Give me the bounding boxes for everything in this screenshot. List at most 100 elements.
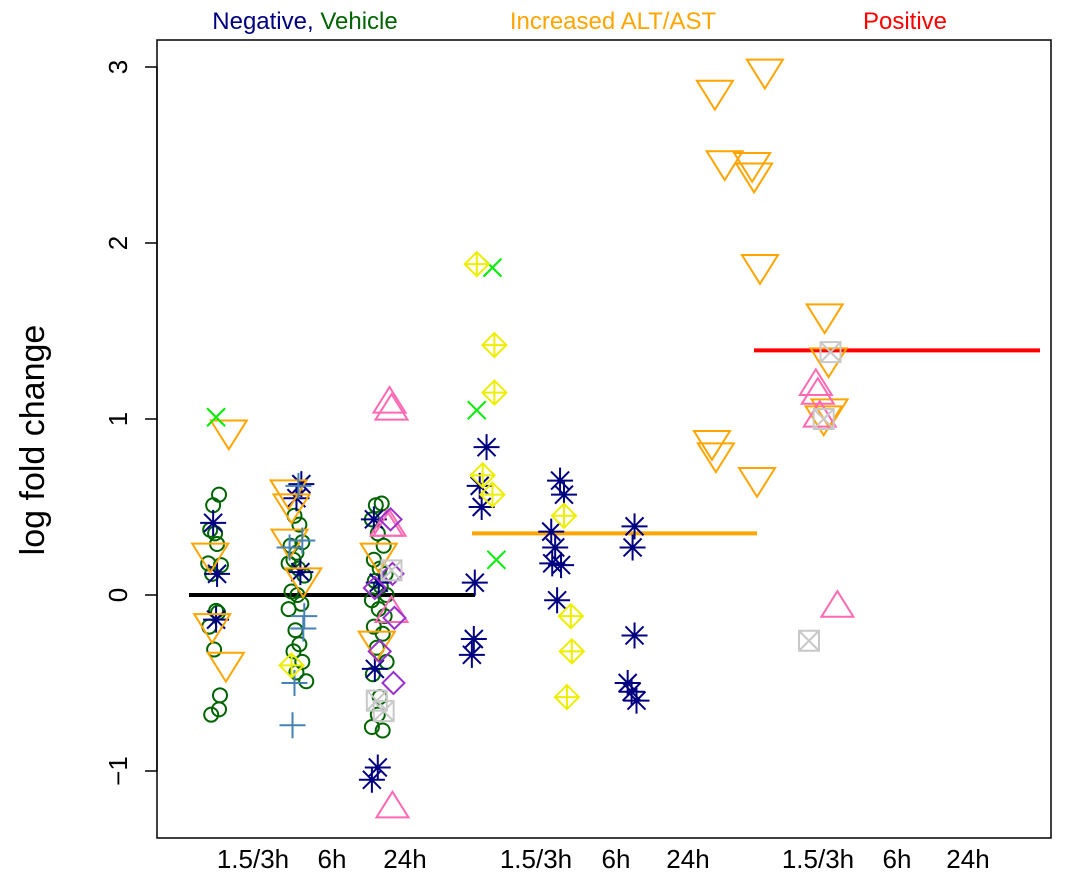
y-tick-label: 3: [103, 60, 133, 74]
point-asterisk: [461, 569, 488, 596]
point-plus: [276, 534, 303, 561]
point-circle: [293, 595, 310, 612]
point-plus: [289, 527, 316, 554]
point-triangle-up: [798, 367, 834, 396]
data-points: [190, 58, 856, 819]
point-plus: [279, 712, 306, 739]
point-diamond-plus: [550, 502, 578, 530]
point-circle: [285, 643, 302, 660]
point-diamond: [378, 506, 403, 532]
point-asterisk: [473, 434, 500, 461]
x-tick-label: 24h: [946, 844, 989, 874]
point-asterisk: [468, 494, 495, 520]
point-triangle-down: [269, 528, 310, 561]
point-triangle-down: [737, 467, 777, 499]
point-diamond: [380, 561, 405, 587]
point-square-x: [372, 700, 395, 723]
point-circle: [298, 673, 315, 690]
point-diamond: [382, 605, 407, 631]
group-title: Negative, Vehicle: [212, 8, 397, 35]
point-triangle-down: [745, 58, 785, 91]
point-circle: [207, 525, 224, 542]
group-title-part: Positive: [863, 8, 947, 35]
point-plus: [285, 472, 312, 499]
point-diamond: [362, 575, 388, 601]
plot-frame: [156, 39, 1052, 839]
point-diamond-plus: [480, 331, 508, 359]
group-title-part: Increased ALT/AST: [510, 8, 717, 35]
point-asterisk: [618, 678, 645, 705]
point-triangle-up: [371, 385, 408, 414]
point-asterisk: [360, 506, 387, 533]
point-triangle-down: [740, 254, 780, 286]
point-asterisk: [547, 467, 574, 494]
point-asterisk: [358, 766, 385, 793]
point-asterisk: [466, 472, 493, 499]
point-diamond-plus: [463, 250, 491, 278]
point-triangle-down: [732, 151, 772, 184]
y-tick-label: 2: [103, 236, 133, 250]
point-asterisk: [203, 606, 230, 633]
point-cross: [467, 400, 487, 420]
y-axis: −1 0 1 2 3: [103, 60, 158, 786]
x-tick-label: 1.5/3h: [217, 844, 289, 874]
point-triangle-down: [192, 613, 232, 645]
point-circle: [211, 701, 228, 718]
point-asterisk: [623, 687, 650, 714]
group-title-part: Vehicle: [314, 8, 398, 35]
point-triangle-down: [283, 567, 324, 600]
group-title-part: Negative,: [212, 8, 313, 35]
x-tick-label: 6h: [883, 844, 912, 874]
point-asterisk: [365, 569, 392, 596]
point-triangle-down: [704, 150, 745, 182]
point-asterisk: [364, 754, 391, 781]
point-triangle-down: [206, 651, 246, 684]
x-axis: 1.5/3h 6h 24h 1.5/3h 6h 24h 1.5/3h 6h 24h: [217, 844, 990, 874]
point-square-x: [797, 629, 820, 652]
group-title: Positive: [863, 8, 947, 35]
point-triangle-down: [209, 419, 249, 452]
point-triangle-down: [809, 398, 850, 431]
point-circle: [206, 641, 223, 658]
point-diamond: [367, 638, 393, 664]
point-circle: [287, 622, 304, 639]
point-triangle-down: [692, 430, 732, 462]
x-tick-label: 1.5/3h: [782, 844, 854, 874]
point-square-x: [819, 341, 842, 364]
point-triangle-down: [803, 405, 844, 438]
point-asterisk: [544, 587, 571, 614]
point-circle: [212, 687, 228, 704]
point-circle: [203, 706, 220, 723]
point-triangle-up: [374, 789, 411, 819]
point-square-x: [380, 559, 403, 582]
x-tick-label: 1.5/3h: [500, 844, 572, 874]
point-asterisk: [204, 560, 231, 587]
point-plus: [290, 615, 317, 642]
point-cross: [486, 550, 507, 570]
point-asterisk: [458, 641, 485, 668]
point-triangle-up: [819, 589, 856, 618]
point-asterisk: [548, 552, 575, 579]
point-circle: [291, 516, 308, 533]
point-asterisk: [621, 513, 648, 540]
point-diamond-plus: [278, 651, 305, 679]
point-asterisk: [538, 518, 565, 545]
point-triangle-down: [696, 442, 736, 475]
point-diamond-plus: [553, 683, 581, 711]
point-triangle-down: [695, 79, 735, 112]
point-asterisk: [200, 509, 227, 536]
point-circle: [374, 722, 391, 739]
point-asterisk: [539, 550, 566, 577]
point-triangle-up: [373, 594, 410, 624]
median-lines: [189, 348, 1040, 597]
y-axis-title: log fold change: [14, 325, 52, 556]
point-asterisk: [287, 559, 314, 586]
x-tick-label: 6h: [318, 844, 347, 874]
point-square-x: [812, 408, 835, 430]
point-triangle-down: [271, 493, 312, 526]
point-diamond-plus: [479, 481, 506, 509]
point-asterisk: [361, 655, 388, 682]
y-tick-label: 0: [103, 588, 133, 602]
point-triangle-down: [804, 303, 845, 336]
point-circle: [374, 625, 391, 642]
